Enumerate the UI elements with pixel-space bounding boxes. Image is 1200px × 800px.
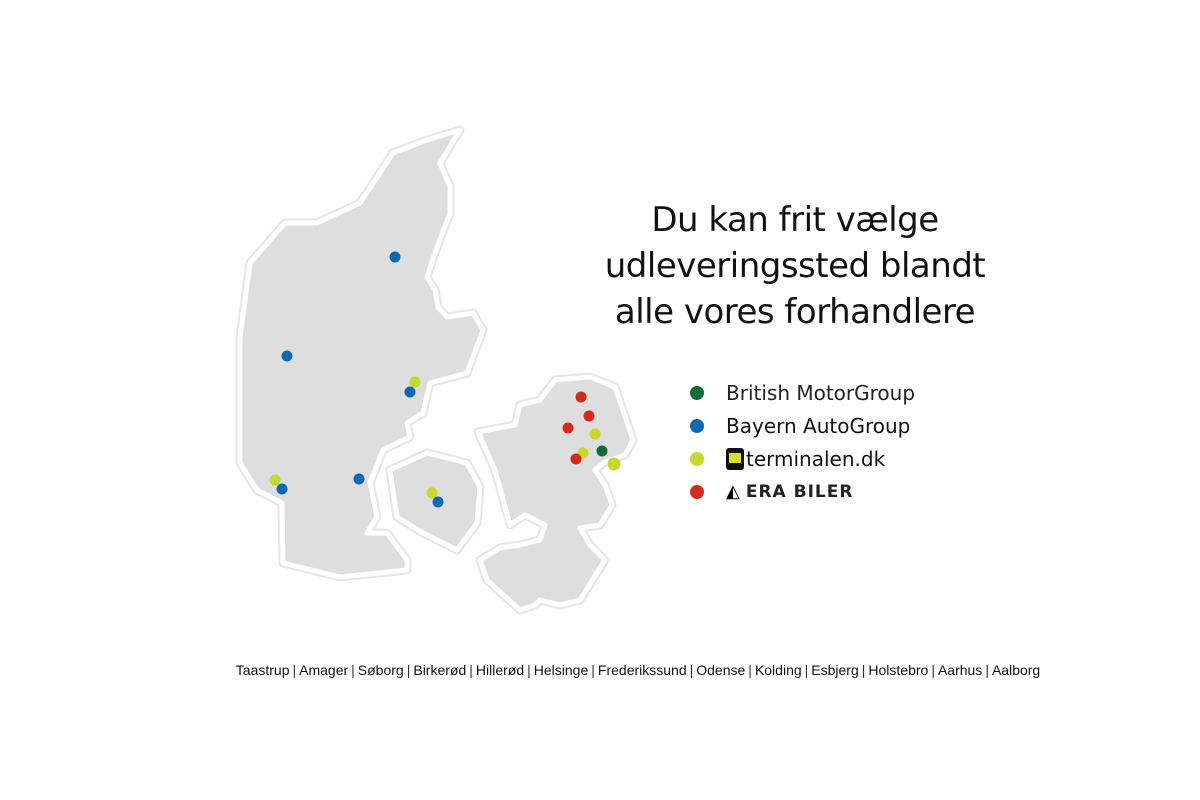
dealer-marker-era <box>570 453 582 465</box>
legend-label: ERA BILER <box>745 481 854 502</box>
separator: | <box>931 662 935 678</box>
separator: | <box>351 662 355 678</box>
dealer-marker-era <box>583 410 595 422</box>
city-name: Holstebro <box>868 662 929 678</box>
dealer-marker-bayern <box>353 473 365 485</box>
city-name: Søborg <box>357 662 404 678</box>
separator: | <box>292 662 297 678</box>
separator: | <box>985 662 989 678</box>
region-jylland <box>237 127 486 580</box>
legend-item-british-motorgroup: British MotorGroup <box>690 376 915 409</box>
separator: | <box>804 662 809 678</box>
dealer-marker-era <box>575 391 587 403</box>
separator: | <box>748 662 752 678</box>
separator: | <box>469 662 473 678</box>
city-name: Helsinge <box>533 662 589 678</box>
dealer-marker-bayern <box>404 386 416 398</box>
dealer-marker-terminalen <box>409 376 421 388</box>
dealer-marker-bayern <box>432 496 444 508</box>
dealer-marker-terminalen <box>607 457 621 471</box>
legend-label: terminalen.dk <box>746 446 886 471</box>
dealer-marker-terminalen <box>269 474 281 486</box>
legend-dot <box>690 385 704 400</box>
dealer-marker-terminalen <box>589 428 601 440</box>
legend-dot <box>690 451 704 466</box>
terminalen-logo-icon <box>726 447 744 470</box>
legend-label: British MotorGroup <box>726 380 916 405</box>
city-name: Aarhus <box>937 662 983 678</box>
era-logo-icon: ◭ <box>726 481 740 501</box>
legend-label: Bayern AutoGroup <box>726 413 911 438</box>
dealer-marker-bayern <box>281 350 293 362</box>
legend-item-bayern-autogroup: Bayern AutoGroup <box>690 409 915 442</box>
dealer-marker-terminalen <box>426 487 438 499</box>
city-name: Birkerød <box>413 662 467 678</box>
city-name: Frederikssund <box>597 662 687 678</box>
legend: British MotorGroup Bayern AutoGroup term… <box>690 376 915 508</box>
legend-dot <box>690 484 704 499</box>
city-name: Hillerød <box>475 662 525 678</box>
city-name: Odense <box>696 662 746 678</box>
city-name: Esbjerg <box>811 662 859 678</box>
dealer-marker-bayern <box>389 251 401 263</box>
region-sjælland <box>475 374 636 613</box>
separator: | <box>689 662 694 678</box>
legend-item-terminalen: terminalen.dk <box>690 442 915 475</box>
separator: | <box>527 662 531 678</box>
separator: | <box>861 662 866 678</box>
headline: Du kan frit vælge udleveringssted blandt… <box>560 197 1030 335</box>
headline-line-1: Du kan frit vælge <box>651 200 939 240</box>
city-name: Kolding <box>754 662 802 678</box>
city-name: Amager <box>299 662 349 678</box>
city-name: Taastrup <box>235 662 290 678</box>
legend-dot <box>690 418 704 433</box>
headline-line-3: alle vores forhandlere <box>614 292 976 332</box>
separator: | <box>406 662 411 678</box>
headline-line-2: udleveringssted blandt <box>604 246 986 286</box>
city-list: Taastrup | Amager | Søborg | Birkerød | Hillerød… <box>0 662 1200 678</box>
separator: | <box>591 662 595 678</box>
city-name: Aalborg <box>991 662 1041 678</box>
dealer-marker-british <box>596 445 608 457</box>
legend-item-era-biler: ◭ ERA BILER <box>690 475 915 508</box>
dealer-marker-bayern <box>276 483 288 495</box>
dealer-marker-era <box>562 422 574 434</box>
